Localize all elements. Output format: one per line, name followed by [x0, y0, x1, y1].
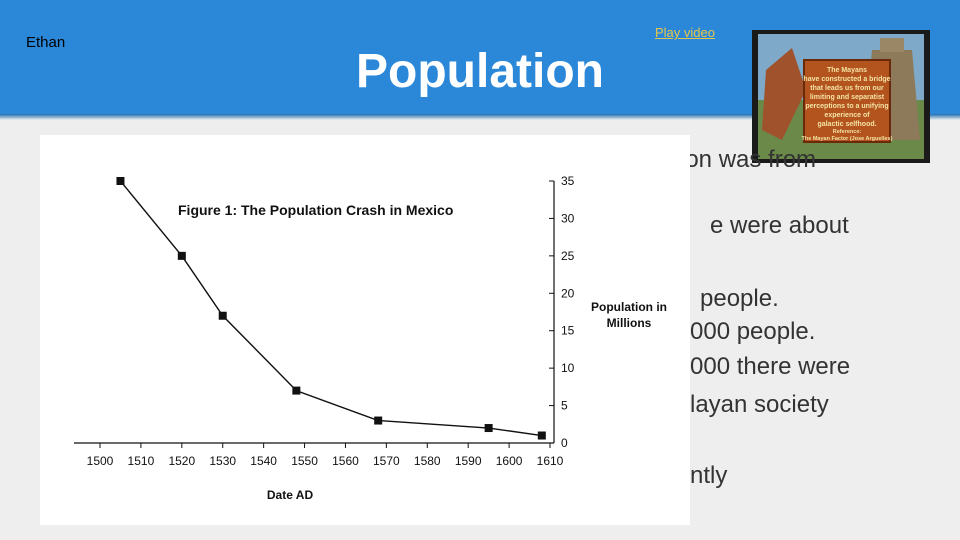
- body-line: layan society: [690, 391, 829, 418]
- body-line: 000 there were: [690, 353, 851, 380]
- video-credit-line: Reference:: [833, 129, 862, 135]
- y-axis-label: Population in Millions: [591, 300, 667, 330]
- video-caption-line: perceptions to a unifying: [805, 103, 888, 110]
- x-tick-label: 1560: [332, 454, 359, 468]
- y-tick-label: 25: [561, 249, 575, 263]
- video-thumbnail[interactable]: The Mayans have constructed a bridge that …: [752, 30, 930, 163]
- video-thumbnail-art: The Mayans have constructed a bridge that …: [752, 30, 930, 163]
- y-tick-label: 20: [561, 286, 575, 300]
- data-point-marker: [218, 311, 227, 320]
- x-tick-label: 1510: [128, 454, 155, 468]
- x-tick-label: 1600: [496, 454, 523, 468]
- y-tick-label: 5: [561, 399, 568, 413]
- author-name: Ethan: [26, 34, 66, 51]
- y-tick-label: 0: [561, 436, 568, 450]
- population-chart: Figure 1: The Population Crash in Mexico…: [40, 135, 690, 525]
- x-tick-label: 1590: [455, 454, 482, 468]
- video-credit-line: The Mayan Factor (Jose Arguelles): [802, 136, 893, 142]
- video-caption-line: have constructed a bridge: [803, 76, 890, 83]
- data-point-marker: [484, 424, 493, 433]
- data-point-marker: [537, 431, 546, 440]
- data-point-marker: [116, 177, 125, 185]
- y-tick-label: 10: [561, 361, 575, 375]
- population-line: [119, 180, 542, 437]
- x-axis-label: Date AD: [267, 488, 314, 502]
- body-line: 000 people.: [690, 318, 816, 345]
- data-point-marker: [177, 251, 186, 260]
- population-chart-svg: Figure 1: The Population Crash in Mexico…: [74, 174, 667, 502]
- x-tick-label: 1530: [209, 454, 236, 468]
- x-tick-label: 1500: [87, 454, 114, 468]
- x-tick-label: 1610: [537, 454, 564, 468]
- play-video-link[interactable]: Play video: [655, 25, 715, 40]
- slide-title: Population: [356, 45, 604, 98]
- body-line: ntly: [690, 462, 728, 489]
- data-point-marker: [292, 386, 301, 395]
- video-caption-line: limiting and separatist: [810, 94, 885, 101]
- video-caption-line: experience of: [824, 112, 870, 119]
- y-tick-label: 30: [561, 211, 575, 225]
- data-point-marker: [374, 416, 383, 425]
- video-caption-line: The Mayans: [827, 67, 867, 74]
- video-caption-line: galactic selfhood.: [817, 121, 876, 128]
- y-tick-label: 15: [561, 324, 575, 338]
- x-tick-label: 1540: [250, 454, 277, 468]
- body-line: people.: [700, 285, 779, 312]
- body-line: e were about: [710, 212, 849, 239]
- chart-title: Figure 1: The Population Crash in Mexico: [178, 202, 453, 218]
- header-shadow: [0, 114, 960, 120]
- y-tick-label: 35: [561, 174, 575, 188]
- x-tick-label: 1580: [414, 454, 441, 468]
- video-caption-line: that leads us from our: [810, 85, 884, 92]
- x-tick-label: 1570: [373, 454, 400, 468]
- x-tick-label: 1550: [291, 454, 318, 468]
- x-tick-label: 1520: [168, 454, 195, 468]
